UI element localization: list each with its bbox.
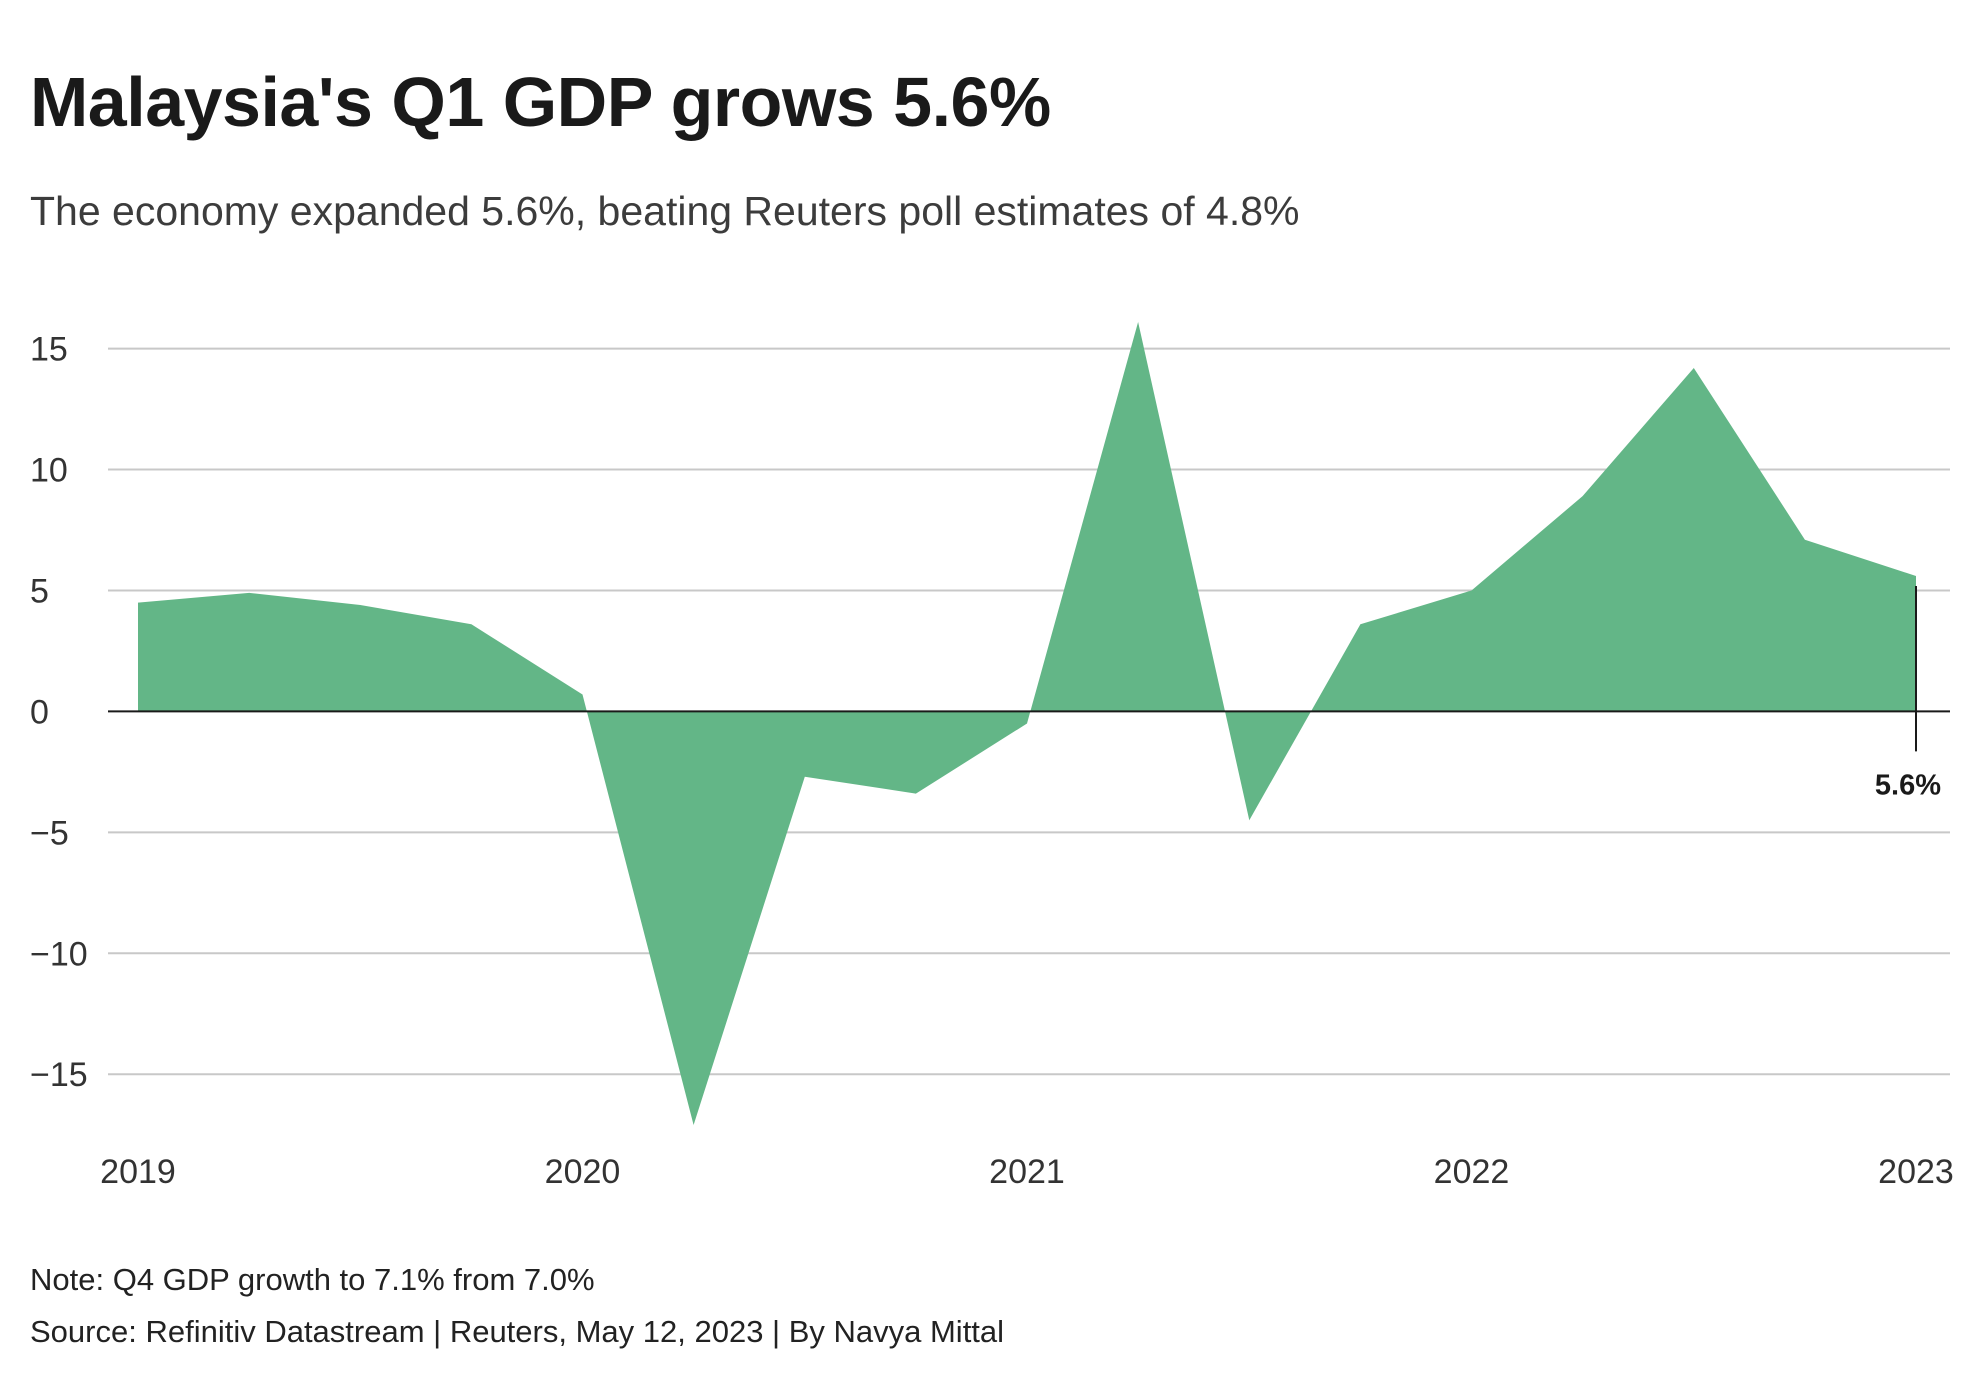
x-tick-label: 2022 [1434, 1153, 1510, 1191]
annotation-layer: 5.6% [1875, 585, 1941, 801]
x-tick-label: 2023 [1878, 1153, 1954, 1191]
x-tick-label: 2019 [100, 1153, 176, 1191]
y-tick-label: 0 [30, 693, 49, 731]
area-layer [137, 321, 1917, 1126]
chart-title: Malaysia's Q1 GDP grows 5.6% [30, 63, 1051, 141]
y-tick-label: −10 [30, 935, 88, 973]
y-tick-label: −15 [30, 1056, 88, 1094]
chart-source: Source: Refinitiv Datastream | Reuters, … [30, 1314, 1005, 1349]
axis-layer: 15 10 5 0 −5 −10 −15 2019 2020 2021 2022 2023 [30, 331, 1954, 1191]
x-tick-label: 2020 [545, 1153, 621, 1191]
y-tick-label: 15 [30, 331, 68, 369]
chart-subtitle: The economy expanded 5.6%, beating Reute… [30, 188, 1300, 234]
y-tick-label: 5 [30, 572, 49, 610]
y-tick-label: −5 [30, 814, 69, 852]
x-tick-label: 2021 [989, 1153, 1065, 1191]
gdp-area-chart: 15 10 5 0 −5 −10 −15 2019 2020 2021 2022 2023 5.6% [30, 321, 1954, 1191]
chart-note: Note: Q4 GDP growth to 7.1% from 7.0% [30, 1262, 595, 1297]
y-tick-label: 10 [30, 452, 68, 490]
annotation-label: 5.6% [1875, 769, 1941, 801]
